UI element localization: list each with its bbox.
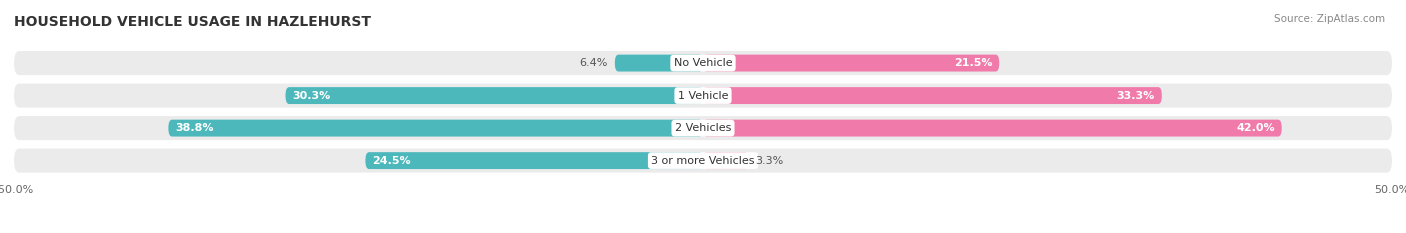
Text: No Vehicle: No Vehicle [673, 58, 733, 68]
Text: 30.3%: 30.3% [292, 91, 330, 101]
Text: 3.3%: 3.3% [755, 156, 783, 166]
FancyBboxPatch shape [703, 87, 1161, 104]
FancyBboxPatch shape [14, 149, 1392, 173]
Text: 42.0%: 42.0% [1236, 123, 1275, 133]
FancyBboxPatch shape [285, 87, 703, 104]
Text: Source: ZipAtlas.com: Source: ZipAtlas.com [1274, 14, 1385, 24]
FancyBboxPatch shape [703, 55, 1000, 72]
FancyBboxPatch shape [14, 51, 1392, 75]
Text: 38.8%: 38.8% [176, 123, 214, 133]
Text: 3 or more Vehicles: 3 or more Vehicles [651, 156, 755, 166]
FancyBboxPatch shape [14, 84, 1392, 108]
FancyBboxPatch shape [169, 120, 703, 137]
FancyBboxPatch shape [703, 120, 1282, 137]
FancyBboxPatch shape [614, 55, 703, 72]
Text: HOUSEHOLD VEHICLE USAGE IN HAZLEHURST: HOUSEHOLD VEHICLE USAGE IN HAZLEHURST [14, 15, 371, 29]
Text: 21.5%: 21.5% [953, 58, 993, 68]
Text: 33.3%: 33.3% [1116, 91, 1154, 101]
FancyBboxPatch shape [366, 152, 703, 169]
Text: 24.5%: 24.5% [373, 156, 411, 166]
Text: 2 Vehicles: 2 Vehicles [675, 123, 731, 133]
Text: 1 Vehicle: 1 Vehicle [678, 91, 728, 101]
FancyBboxPatch shape [703, 152, 748, 169]
Text: 6.4%: 6.4% [579, 58, 607, 68]
FancyBboxPatch shape [14, 116, 1392, 140]
